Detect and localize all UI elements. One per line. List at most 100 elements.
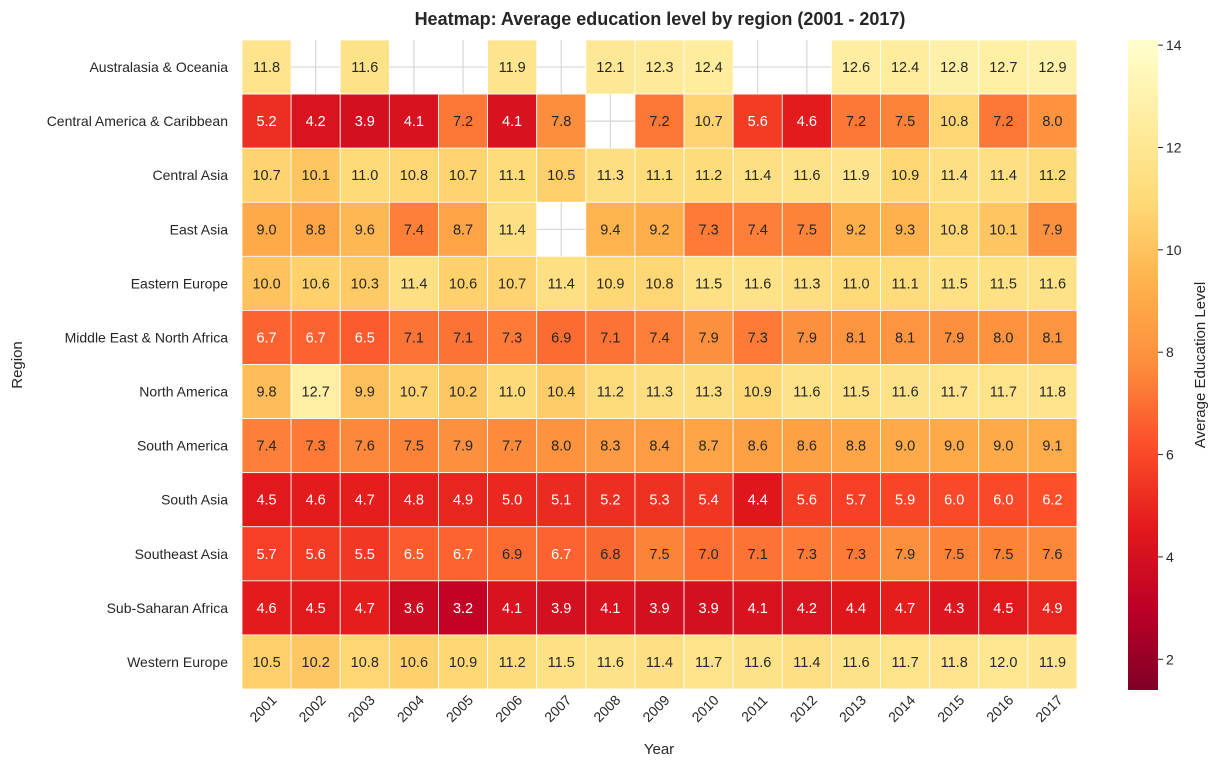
heatmap-cell: [683, 526, 734, 582]
heatmap-cell: [536, 93, 587, 149]
cell-value-label: 7.1: [453, 330, 473, 346]
cell-value-label: 11.4: [646, 655, 673, 671]
cell-value-label: 10.9: [891, 168, 919, 184]
heatmap-cell: [585, 201, 636, 257]
cell-value-label: 7.9: [944, 330, 964, 346]
heatmap-cell: [438, 580, 488, 636]
cell-value-label: 4.6: [797, 114, 817, 130]
cell-value-label: 9.1: [1042, 439, 1062, 455]
colorbar-tick-label: 12: [1166, 139, 1182, 155]
y-tick-label: Western Europe: [127, 654, 228, 670]
cell-value-label: 7.5: [649, 547, 669, 563]
cell-value-label: 7.1: [600, 330, 620, 346]
cell-value-label: 11.5: [695, 276, 722, 292]
cell-value-label: 10.8: [400, 168, 428, 184]
cell-value-label: 7.0: [699, 547, 719, 563]
heatmap-cell: [634, 418, 685, 474]
heatmap-cell: [487, 472, 538, 528]
cell-value-label: 4.3: [944, 601, 964, 617]
x-tick-label: 2001: [246, 692, 279, 725]
heatmap-cell: [831, 418, 881, 474]
heatmap-cell: [585, 310, 636, 365]
cell-value-label: 10.4: [547, 385, 575, 401]
heatmap-cell: [388, 634, 439, 690]
heatmap-cell: [929, 310, 980, 365]
cell-value-label: 10.7: [252, 168, 280, 184]
heatmap-cell: [487, 364, 538, 419]
heatmap-cell: [1027, 526, 1078, 582]
heatmap-cell: [831, 147, 881, 203]
cell-value-label: 12.8: [940, 60, 968, 76]
cell-value-label: 11.2: [597, 385, 624, 401]
heatmap-cell: [487, 201, 538, 257]
cell-value-label: 11.6: [793, 385, 820, 401]
cell-value-label: 11.7: [990, 385, 1017, 401]
cell-value-label: 4.1: [600, 601, 620, 617]
cell-value-label: 12.3: [645, 60, 673, 76]
x-tick-label: 2004: [394, 692, 427, 725]
cell-value-label: 11.8: [253, 60, 280, 76]
heatmap-cell: [241, 310, 292, 365]
colorbar-ticks: 2 4 6 8 10 12 14: [1158, 37, 1182, 667]
heatmap-cell: [585, 364, 636, 419]
cell-value-label: 4.4: [846, 601, 866, 617]
heatmap-cell: [339, 310, 390, 365]
cell-value-label: 8.4: [649, 439, 669, 455]
heatmap-cell: [241, 201, 292, 257]
x-tick-label: 2009: [639, 692, 672, 725]
x-tick-label: 2008: [590, 692, 623, 725]
x-tick-label: 2003: [345, 692, 378, 725]
cell-value-label: 12.0: [989, 655, 1017, 671]
cell-value-label: 8.0: [551, 439, 571, 455]
colorbar-tick-label: 8: [1166, 344, 1174, 360]
heatmap-cell: [831, 580, 881, 636]
heatmap-cell: [732, 310, 783, 365]
heatmap-cell: [585, 580, 636, 636]
x-tick-label: 2015: [934, 692, 967, 725]
cell-value-label: 10.9: [596, 276, 624, 292]
heatmap-cell: [290, 418, 341, 474]
heatmap-cell: [781, 526, 832, 582]
heatmap-cell: [929, 93, 980, 149]
cell-value-label: 5.0: [502, 493, 522, 509]
heatmap-cell: [487, 255, 538, 311]
heatmap-cell: [781, 93, 832, 149]
heatmap-cell: [732, 472, 783, 528]
heatmap-cell: [929, 201, 980, 257]
heatmap-cell: [339, 526, 390, 582]
cell-value-label: 10.9: [744, 385, 772, 401]
heatmap-cell: [732, 93, 783, 149]
cell-value-label: 10.8: [940, 222, 968, 238]
heatmap-cell: [241, 526, 292, 582]
heatmap-cell: [880, 201, 931, 257]
heatmap-cell: [536, 580, 587, 636]
cell-value-label: 9.0: [944, 439, 964, 455]
cell-value-label: 7.1: [404, 330, 424, 346]
cell-value-label: 5.7: [846, 493, 866, 509]
cell-value-label: 7.2: [649, 114, 669, 130]
cell-value-label: 11.4: [744, 168, 771, 184]
cell-value-label: 8.8: [306, 222, 326, 238]
cell-value-label: 8.0: [993, 330, 1013, 346]
heatmap-cell: [732, 580, 783, 636]
y-tick-label: Central America & Caribbean: [47, 113, 228, 129]
heatmap-cell: [1027, 310, 1078, 365]
heatmap-cell: [339, 201, 390, 257]
cell-value-label: 7.6: [1042, 547, 1062, 563]
cell-value-label: 11.3: [695, 385, 722, 401]
cell-value-label: 3.9: [699, 601, 719, 617]
cell-value-label: 7.5: [895, 114, 915, 130]
x-tick-label: 2013: [836, 692, 869, 725]
colorbar-label: Average Education Level: [1192, 282, 1209, 449]
heatmap-cell: [781, 634, 832, 690]
heatmap-cell: [1027, 39, 1078, 95]
heatmap-cell: [634, 364, 685, 419]
cell-value-label: 6.9: [551, 330, 571, 346]
cell-value-label: 6.7: [306, 330, 326, 346]
heatmap-cell: [978, 255, 1029, 311]
heatmap-cell: [487, 39, 538, 95]
cell-value-label: 5.7: [256, 547, 276, 563]
cell-value-label: 11.4: [990, 168, 1017, 184]
heatmap-cell: [880, 418, 931, 474]
x-tick-label: 2010: [688, 692, 721, 725]
